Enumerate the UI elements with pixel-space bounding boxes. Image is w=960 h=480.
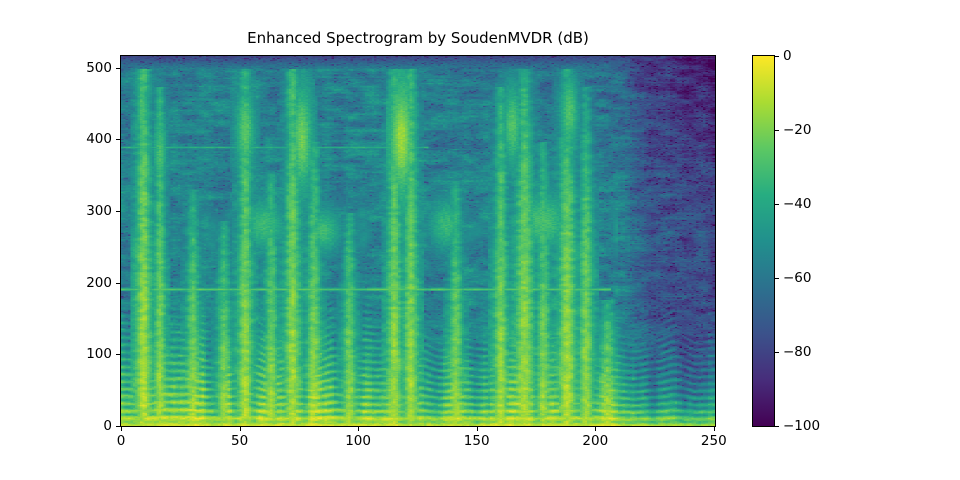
colorbar-tick-mark <box>775 426 779 427</box>
y-tick-mark <box>116 210 120 212</box>
colorbar-tick-label: 0 <box>783 48 792 64</box>
plot-area <box>120 55 716 427</box>
x-tick-label: 0 <box>116 433 126 449</box>
colorbar-gradient <box>753 56 774 426</box>
x-tick-mark <box>476 427 478 431</box>
colorbar-tick-label: −80 <box>783 344 812 360</box>
y-tick-mark <box>116 282 120 284</box>
x-tick-label: 150 <box>463 433 490 449</box>
colorbar-tick-label: −20 <box>783 122 812 138</box>
colorbar-tick-mark <box>775 204 779 205</box>
x-tick-mark <box>121 427 122 431</box>
colorbar-tick-mark <box>775 56 779 57</box>
x-tick-label: 50 <box>231 433 249 449</box>
y-tick-label: 100 <box>86 346 112 363</box>
y-tick-label: 200 <box>86 274 112 291</box>
y-tick-label: 400 <box>86 131 112 148</box>
colorbar-tick-label: −100 <box>783 418 821 434</box>
spectrogram-canvas <box>121 56 715 426</box>
y-tick-label: 500 <box>86 59 112 76</box>
y-tick-mark <box>116 354 120 356</box>
x-tick-label: 100 <box>345 433 371 449</box>
colorbar-tick-mark <box>775 278 779 279</box>
y-tick-label: 0 <box>103 418 112 434</box>
colorbar-tick-mark <box>775 130 779 131</box>
y-tick-label: 300 <box>86 202 112 219</box>
y-tick-mark <box>116 139 120 141</box>
colorbar-tick-label: −60 <box>783 270 812 286</box>
x-tick-mark <box>595 427 597 431</box>
x-tick-mark <box>713 427 715 431</box>
x-tick-label: 200 <box>582 433 609 449</box>
colorbar-tick-mark <box>775 352 779 353</box>
plot-title: Enhanced Spectrogram by SoudenMVDR (dB) <box>247 29 589 47</box>
y-tick-mark <box>116 67 120 69</box>
y-tick-mark <box>116 426 120 427</box>
x-tick-label: 250 <box>700 433 727 449</box>
colorbar <box>752 55 775 427</box>
colorbar-tick-label: −40 <box>783 196 812 212</box>
x-tick-mark <box>239 427 241 431</box>
x-tick-mark <box>358 427 360 431</box>
